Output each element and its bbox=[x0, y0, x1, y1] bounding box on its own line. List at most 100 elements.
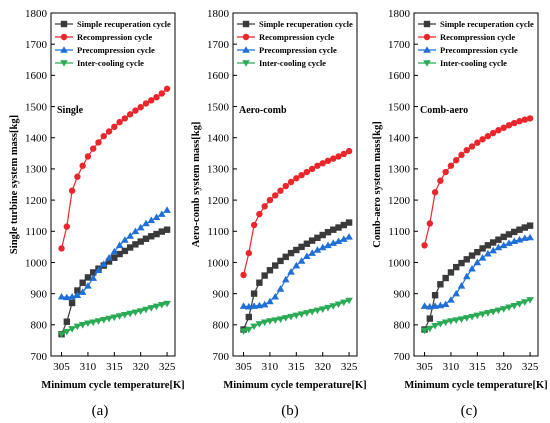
y-tick-label: 1700 bbox=[207, 39, 230, 51]
legend-entry: Inter-cooling cycle bbox=[77, 58, 144, 68]
legend-entry: Simple recuperation cycle bbox=[440, 19, 534, 29]
x-tick-label: 310 bbox=[262, 361, 279, 373]
series-line bbox=[424, 236, 531, 308]
data-point bbox=[431, 302, 439, 309]
x-tick-label: 325 bbox=[159, 361, 176, 373]
data-point bbox=[163, 206, 171, 213]
data-point bbox=[115, 241, 124, 249]
data-point bbox=[121, 312, 129, 319]
data-point bbox=[250, 323, 258, 331]
data-point bbox=[99, 317, 108, 324]
data-point bbox=[148, 97, 155, 104]
data-point bbox=[79, 279, 86, 286]
data-point bbox=[447, 318, 455, 325]
legend-marker bbox=[60, 20, 68, 28]
data-point bbox=[90, 269, 97, 276]
data-point bbox=[521, 234, 529, 241]
data-point bbox=[95, 139, 102, 146]
data-point bbox=[420, 327, 429, 335]
y-tick-label: 1100 bbox=[25, 226, 47, 238]
data-point bbox=[318, 306, 327, 314]
data-point bbox=[330, 226, 337, 233]
data-point bbox=[293, 175, 300, 182]
data-point bbox=[345, 147, 353, 155]
data-point bbox=[272, 262, 279, 269]
data-point bbox=[152, 213, 161, 221]
data-point bbox=[121, 115, 129, 122]
series-triangle-up bbox=[57, 206, 171, 301]
data-point bbox=[319, 160, 326, 167]
data-point bbox=[474, 139, 481, 146]
data-point bbox=[126, 111, 134, 118]
data-point bbox=[271, 292, 280, 300]
data-point bbox=[324, 229, 332, 236]
data-point bbox=[505, 231, 513, 238]
data-point bbox=[473, 312, 482, 320]
data-point bbox=[468, 252, 476, 259]
data-point bbox=[261, 203, 268, 210]
data-point bbox=[239, 328, 248, 335]
data-point bbox=[494, 307, 503, 315]
data-point bbox=[136, 223, 145, 231]
y-tick-label: 1300 bbox=[207, 164, 230, 176]
y-axis-title: Aero-comb system mass[kg] bbox=[191, 122, 202, 248]
data-point bbox=[105, 128, 113, 135]
data-point bbox=[441, 319, 450, 327]
data-point bbox=[340, 299, 348, 307]
data-point bbox=[245, 326, 253, 334]
data-point bbox=[276, 316, 285, 324]
data-point bbox=[281, 275, 290, 283]
data-point bbox=[463, 256, 470, 263]
y-tick-label: 1800 bbox=[207, 8, 230, 20]
data-point bbox=[319, 231, 326, 239]
y-tick-label: 700 bbox=[213, 351, 230, 363]
plot-frame bbox=[413, 12, 539, 357]
x-tick-label: 325 bbox=[341, 361, 358, 373]
y-tick-label: 1100 bbox=[388, 226, 410, 238]
data-point bbox=[272, 192, 279, 199]
data-point bbox=[116, 250, 123, 258]
data-point bbox=[68, 187, 76, 194]
data-point bbox=[74, 173, 81, 180]
data-point bbox=[282, 182, 289, 190]
data-point bbox=[500, 124, 507, 131]
data-point bbox=[271, 317, 280, 324]
legend-marker bbox=[242, 46, 250, 53]
legend-marker bbox=[242, 60, 250, 67]
y-tick-label: 1700 bbox=[25, 39, 48, 51]
data-point bbox=[297, 311, 306, 319]
data-point bbox=[84, 274, 92, 281]
data-point bbox=[516, 226, 523, 233]
data-point bbox=[266, 267, 274, 274]
data-point bbox=[431, 291, 439, 299]
plot-frame bbox=[50, 12, 176, 357]
data-point bbox=[158, 90, 166, 97]
data-point bbox=[457, 282, 466, 289]
data-point bbox=[281, 315, 290, 322]
panel-label: (a) bbox=[92, 403, 109, 419]
y-tick-label: 800 bbox=[213, 320, 230, 332]
legend-marker bbox=[60, 33, 68, 41]
data-point bbox=[142, 235, 150, 242]
data-point bbox=[324, 304, 332, 312]
data-point bbox=[462, 315, 471, 322]
data-point bbox=[442, 168, 449, 176]
data-point bbox=[479, 136, 486, 143]
data-point bbox=[478, 253, 487, 261]
data-point bbox=[484, 249, 492, 257]
data-point bbox=[78, 322, 87, 329]
series-circle bbox=[240, 147, 353, 279]
data-point bbox=[63, 318, 71, 325]
legend-entry: Simple recuperation cycle bbox=[77, 19, 171, 29]
data-point bbox=[329, 239, 338, 246]
plot-frame bbox=[232, 12, 358, 357]
y-axis-title: Single turbine system mass[kg] bbox=[9, 115, 20, 254]
legend-marker bbox=[60, 46, 68, 53]
data-point bbox=[153, 230, 160, 238]
data-point bbox=[447, 162, 455, 169]
data-point bbox=[163, 300, 171, 308]
y-tick-label: 900 bbox=[394, 288, 411, 300]
data-point bbox=[63, 293, 71, 301]
data-point bbox=[110, 314, 119, 322]
data-point bbox=[303, 310, 311, 317]
